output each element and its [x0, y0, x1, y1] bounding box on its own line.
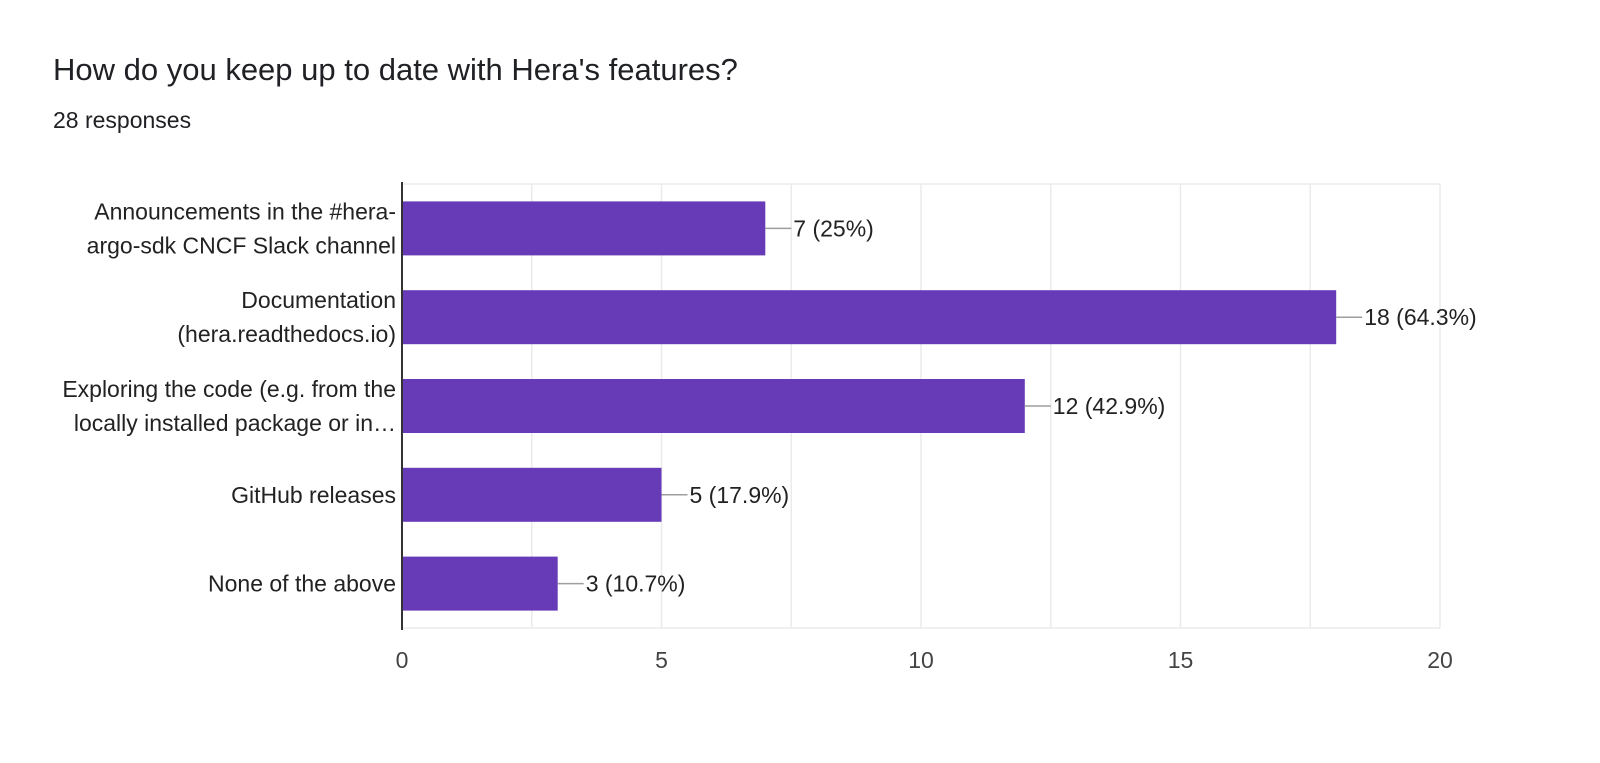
x-tick-label: 0: [396, 647, 409, 673]
category-label: None of the above: [208, 571, 396, 597]
category-label: Exploring the code (e.g. from the: [62, 376, 396, 402]
category-label: locally installed package or in…: [74, 410, 396, 436]
category-label: (hera.readthedocs.io): [177, 321, 396, 347]
chart-title: How do you keep up to date with Hera's f…: [53, 52, 738, 87]
x-tick-label: 5: [655, 647, 668, 673]
category-label: Documentation: [241, 287, 396, 313]
response-count: 28 responses: [53, 107, 192, 133]
bar: [402, 467, 662, 522]
bar: [402, 290, 1337, 345]
x-tick-label: 10: [908, 647, 934, 673]
data-label: 7 (25%): [793, 215, 874, 241]
category-label: argo-sdk CNCF Slack channel: [87, 232, 396, 258]
data-label: 12 (42.9%): [1053, 393, 1166, 419]
data-label: 3 (10.7%): [586, 571, 686, 597]
x-tick-label: 20: [1427, 647, 1453, 673]
x-tick-label: 15: [1168, 647, 1194, 673]
data-label: 5 (17.9%): [690, 482, 790, 508]
bar: [402, 379, 1025, 433]
data-label: 18 (64.3%): [1364, 304, 1477, 330]
bar: [402, 201, 766, 256]
bar: [402, 556, 558, 611]
category-label: Announcements in the #hera-: [94, 198, 396, 224]
category-label: GitHub releases: [231, 482, 396, 508]
